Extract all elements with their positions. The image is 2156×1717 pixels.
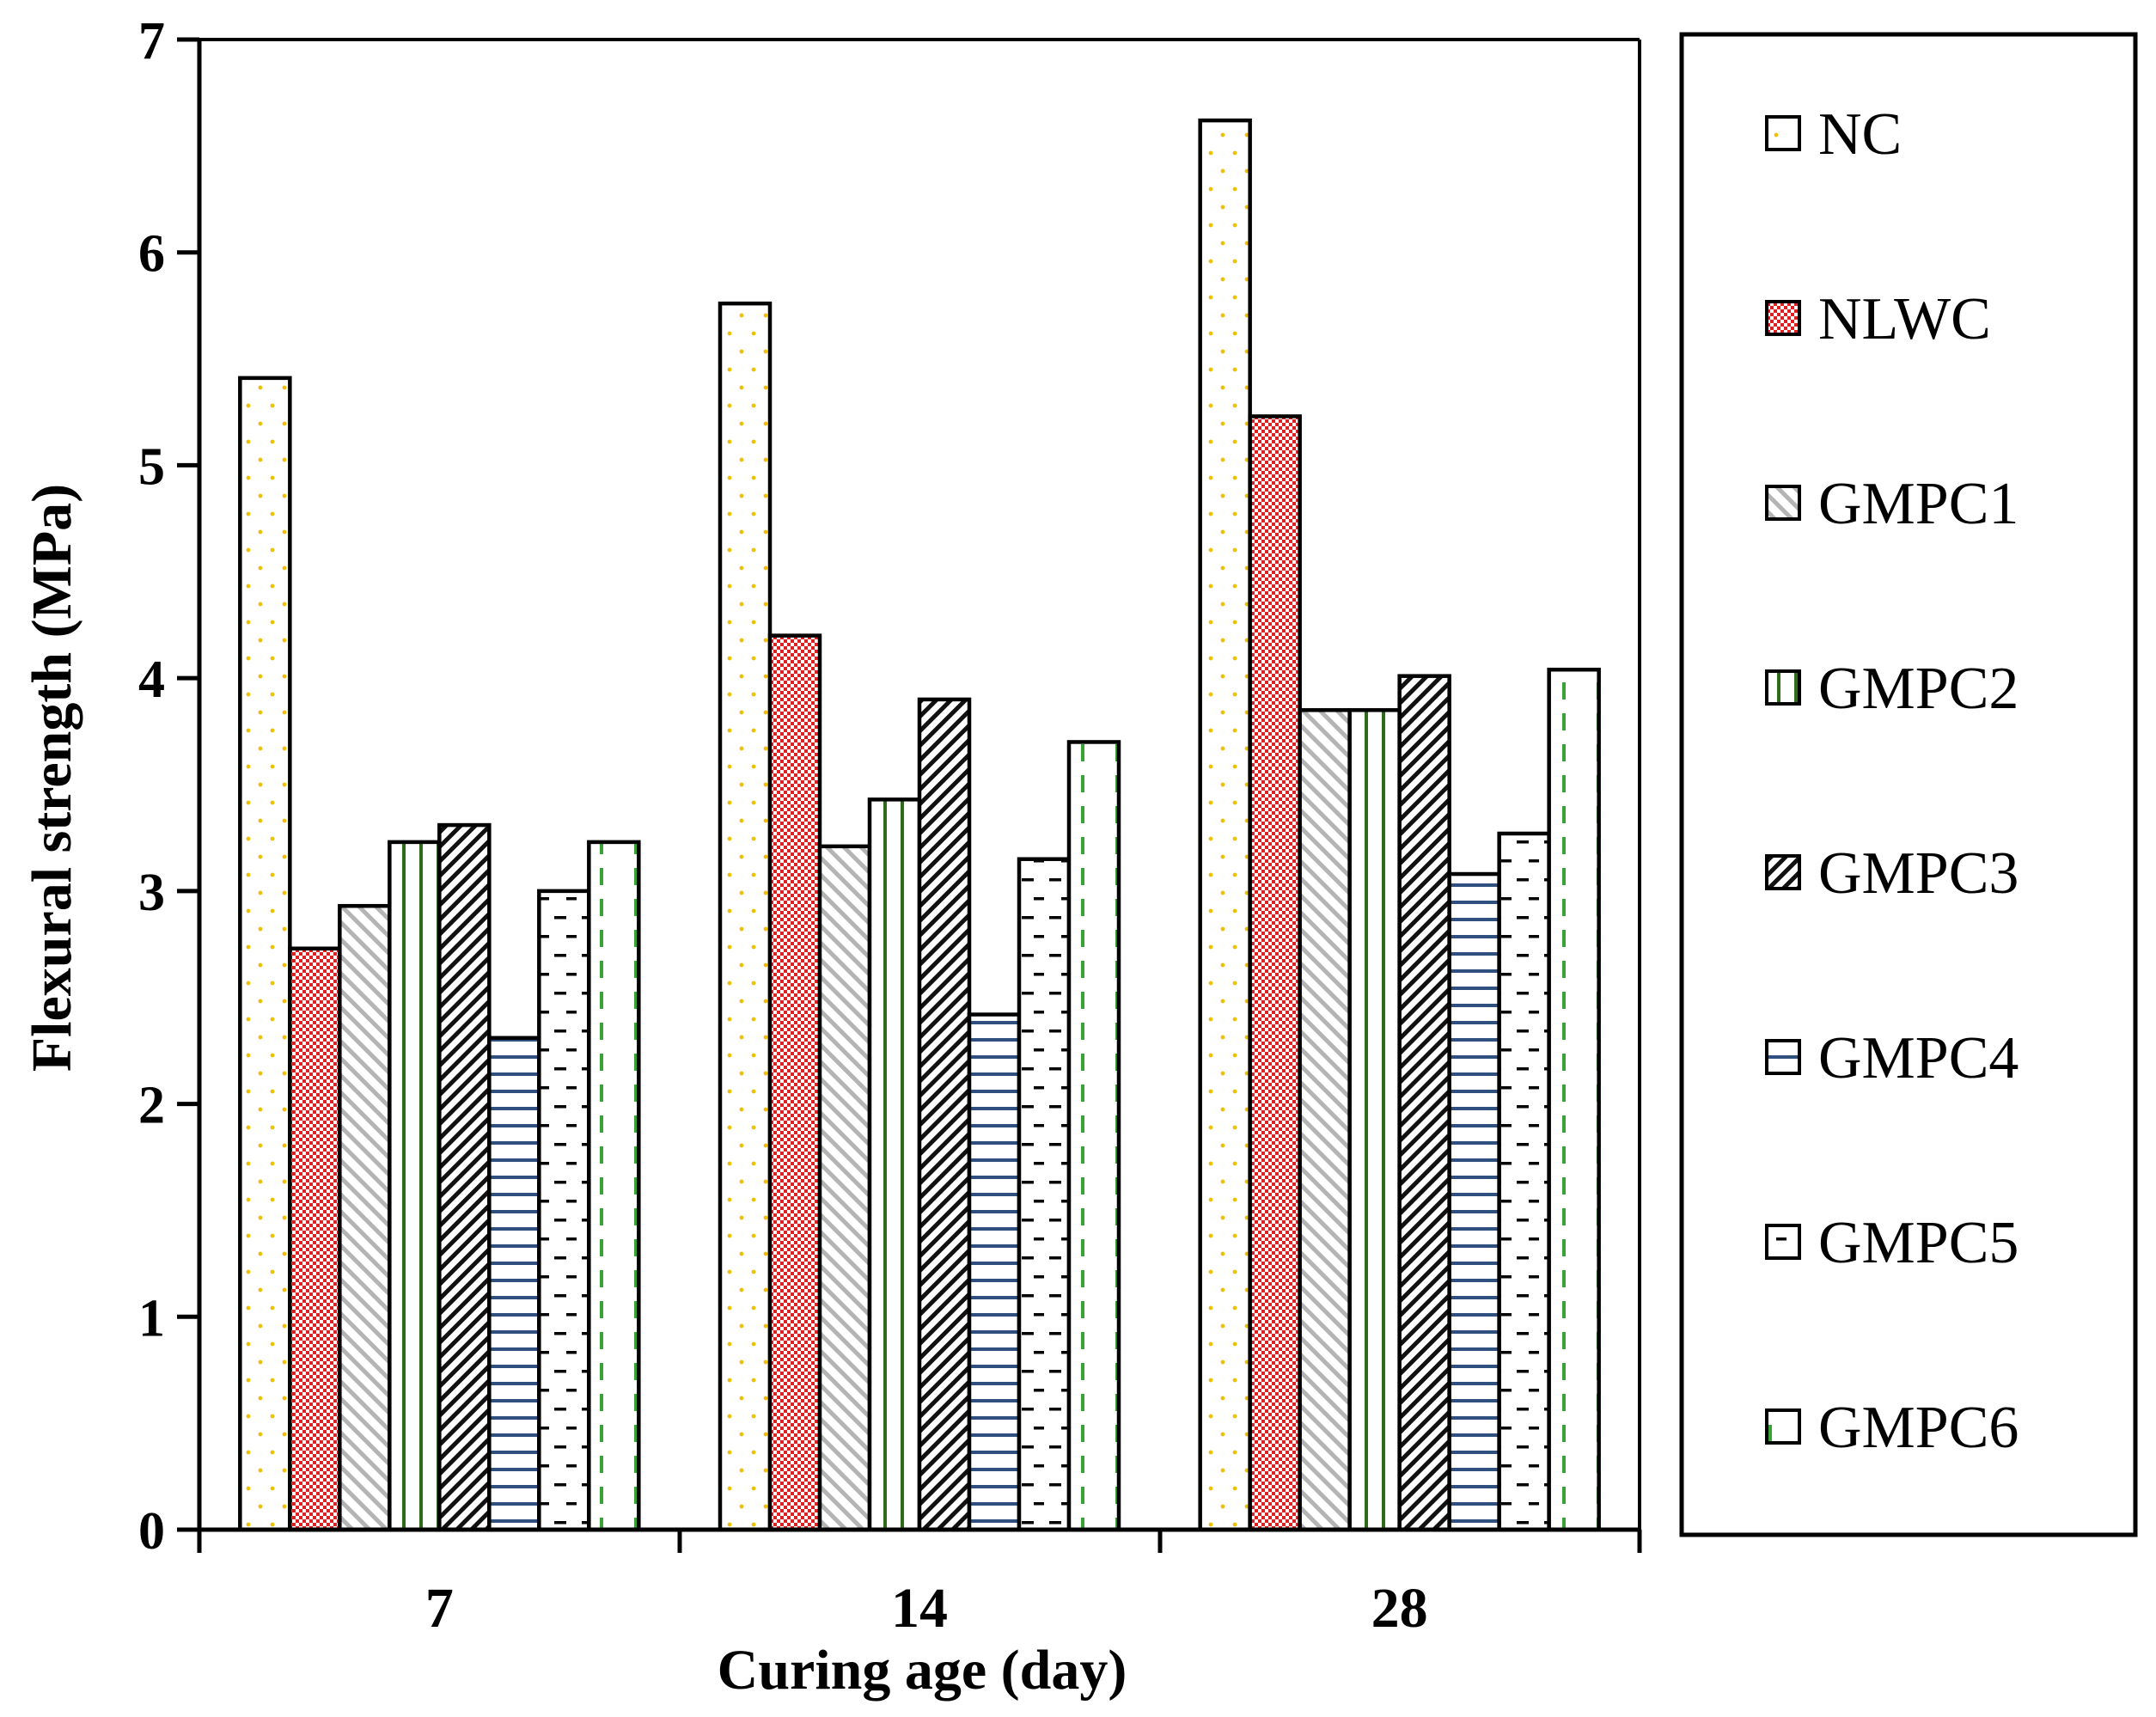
bar-gmpc1-day-28	[1298, 708, 1352, 1532]
legend-label-gmpc6: GMPC6	[1818, 1395, 2019, 1461]
bar-gmpc4-day-14	[967, 1012, 1022, 1532]
bar-gmpc6-day-14	[1066, 740, 1121, 1532]
legend-swatch-gmpc3	[1765, 854, 1801, 890]
legend-label-gmpc1: GMPC1	[1818, 471, 2019, 537]
bar-gmpc4-day-7	[487, 1036, 541, 1532]
legend-label-gmpc2: GMPC2	[1818, 656, 2019, 722]
bar-gmpc5-day-14	[1017, 857, 1072, 1532]
legend-swatch-gmpc5	[1765, 1224, 1801, 1260]
y-axis-title: Flexural strength (MPa)	[21, 484, 83, 1072]
bar-nlwc-day-7	[288, 946, 342, 1532]
bar-gmpc2-day-14	[867, 797, 922, 1532]
bar-nc-day-7	[238, 376, 292, 1532]
bar-gmpc5-day-28	[1497, 831, 1551, 1532]
bar-nc-day-14	[718, 301, 773, 1532]
bar-gmpc2-day-28	[1347, 708, 1402, 1532]
legend-swatch-gmpc1	[1765, 485, 1801, 521]
legend-box	[1679, 32, 2138, 1537]
y-tick-label: 2	[138, 1077, 165, 1135]
bar-nc-day-28	[1198, 118, 1252, 1532]
bar-gmpc2-day-7	[388, 840, 442, 1532]
bar-gmpc6-day-28	[1547, 667, 1601, 1532]
x-tick-label: 14	[891, 1577, 948, 1640]
legend-swatch-gmpc4	[1765, 1039, 1801, 1075]
legend-label-nc: NC	[1818, 101, 1902, 168]
y-tick-label: 7	[138, 12, 165, 70]
bar-gmpc1-day-14	[817, 844, 872, 1532]
bar-gmpc4-day-28	[1447, 871, 1501, 1532]
y-tick-label: 4	[138, 651, 165, 709]
legend-label-nlwc: NLWC	[1818, 286, 1991, 352]
legend-label-gmpc4: GMPC4	[1818, 1025, 2019, 1091]
y-tick-label: 5	[138, 437, 165, 496]
bar-nlwc-day-14	[767, 633, 822, 1532]
bar-gmpc3-day-7	[437, 822, 492, 1532]
bar-gmpc3-day-14	[917, 697, 972, 1532]
legend-label-gmpc3: GMPC3	[1818, 840, 2019, 907]
x-axis-title: Curing age (day)	[718, 1639, 1127, 1702]
bar-gmpc5-day-7	[537, 889, 591, 1532]
legend-label-gmpc5: GMPC5	[1818, 1210, 2019, 1276]
y-tick-label: 6	[138, 225, 165, 284]
legend-swatch-gmpc2	[1765, 669, 1801, 706]
y-tick-label: 1	[138, 1289, 165, 1347]
x-tick-label: 7	[425, 1577, 454, 1640]
x-tick-label: 28	[1371, 1577, 1428, 1640]
y-tick-label: 3	[138, 864, 165, 922]
legend-swatch-gmpc6	[1765, 1408, 1801, 1445]
legend-swatch-nc	[1765, 115, 1801, 151]
bar-gmpc6-day-7	[587, 840, 641, 1532]
bar-nlwc-day-28	[1248, 414, 1302, 1532]
bar-gmpc3-day-28	[1397, 674, 1451, 1532]
bar-gmpc1-day-7	[338, 903, 392, 1532]
y-tick-label: 0	[138, 1502, 165, 1561]
legend-swatch-nlwc	[1765, 300, 1801, 336]
